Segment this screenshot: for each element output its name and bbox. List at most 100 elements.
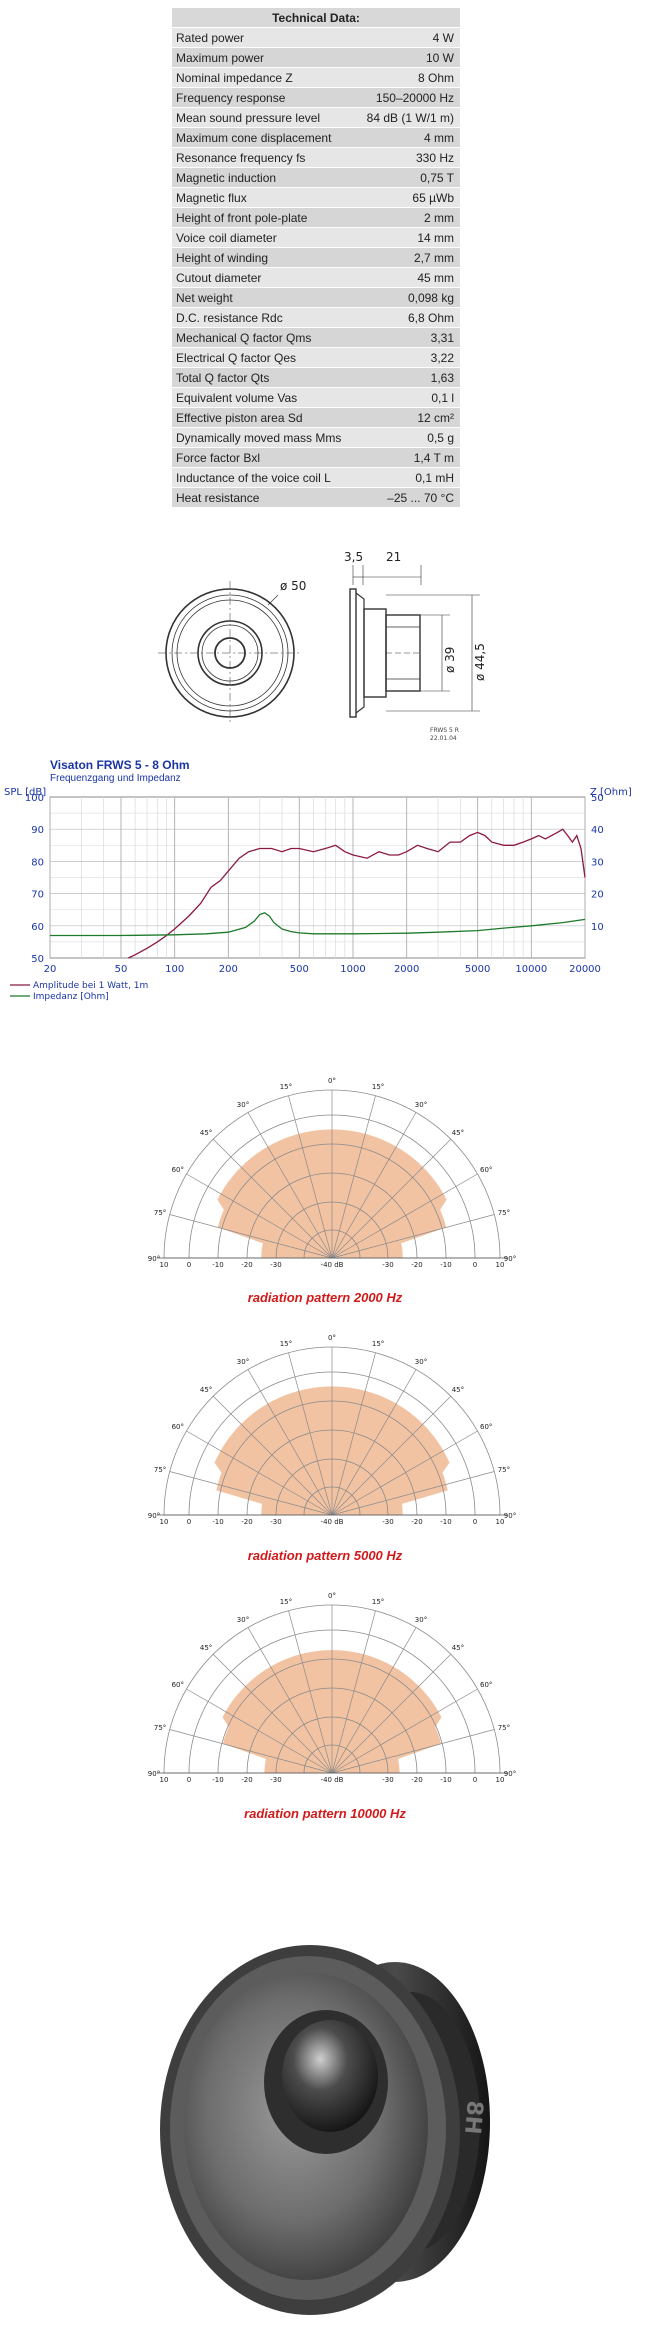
tech-row-value: 3,22 — [356, 347, 460, 368]
polar-angle-label: 75° — [154, 1724, 166, 1732]
polar-angle-label: 15° — [372, 1598, 384, 1606]
polar-spoke — [288, 1352, 333, 1516]
tech-row-value: 150–20000 Hz — [356, 87, 460, 108]
polar-angle-label: 60° — [172, 1166, 184, 1174]
x-tick-label: 2000 — [394, 964, 419, 975]
polar-spoke — [288, 1095, 333, 1259]
tech-row-label: Force factor Bxl — [172, 447, 357, 468]
tech-row-label: Rated power — [172, 27, 357, 48]
polar-angle-label: 90° — [504, 1255, 516, 1263]
polar-angle-label: 60° — [480, 1423, 492, 1431]
polar-spoke — [331, 1688, 478, 1774]
legend-label: Impedanz [Ohm] — [33, 992, 109, 1002]
dim-outer-label: ø 44,5 — [473, 643, 487, 681]
tech-row: Equivalent volume Vas 0,1 l — [172, 387, 460, 408]
polar-radial-label: -10 — [212, 1518, 223, 1525]
y-axis-label: SPL [dB] — [4, 787, 46, 798]
polar-radial-label: -20 — [411, 1776, 422, 1783]
polar-angle-label: 45° — [452, 1644, 464, 1652]
dimension-drawing: ø 50 3,5 21 ø 39 ø 44,5 FRWS 5 R 22.01.0… — [158, 550, 487, 742]
polar-angle-label: 60° — [172, 1681, 184, 1689]
polar-spoke — [212, 1138, 333, 1259]
y-tick-label: 70 — [31, 890, 44, 901]
front-view — [158, 581, 302, 725]
polar-radial-label: -20 — [411, 1518, 422, 1525]
tech-row-value: 12 cm² — [356, 407, 460, 428]
tech-row-label: Nominal impedance Z — [172, 67, 357, 88]
polar-radial-label: -30 — [270, 1261, 281, 1268]
tech-row: Cutout diameter 45 mm — [172, 267, 460, 288]
y2-tick-label: 20 — [591, 890, 604, 901]
tech-row-label: Inductance of the voice coil L — [172, 467, 357, 488]
tech-row-label: Net weight — [172, 287, 357, 308]
tech-row: Effective piston area Sd 12 cm² — [172, 407, 460, 428]
polar-angle-label: 30° — [237, 1101, 249, 1109]
tech-row-label: Maximum cone displacement — [172, 127, 357, 148]
polar-radial-label: 10 — [496, 1261, 505, 1268]
polar-radial-label: 0 — [473, 1261, 477, 1268]
polar-angle-label: 15° — [280, 1083, 292, 1091]
polar-radial-label: -10 — [212, 1261, 223, 1268]
polar-radial-label: -20 — [241, 1518, 252, 1525]
polar-radial-label: -30 — [270, 1518, 281, 1525]
polar-spoke — [186, 1688, 333, 1774]
polar-radial-label: -40 dB — [321, 1776, 344, 1783]
polar-spoke — [331, 1352, 376, 1516]
polar-angle-label: 90° — [504, 1770, 516, 1778]
polar-angle-label: 30° — [237, 1616, 249, 1624]
tech-row-value: 84 dB (1 W/1 m) — [356, 107, 460, 128]
polar-radial-label: 0 — [187, 1776, 191, 1783]
polar-spoke — [169, 1729, 333, 1774]
y-tick-label: 90 — [31, 825, 44, 836]
polar-spoke — [331, 1653, 452, 1774]
x-tick-label: 10000 — [515, 964, 547, 975]
polar-angle-label: 45° — [200, 1129, 212, 1137]
x-tick-label: 100 — [165, 964, 184, 975]
tech-row-value: 330 Hz — [356, 147, 460, 168]
dim-diameter-label: ø 50 — [280, 579, 306, 593]
x-tick-label: 50 — [115, 964, 128, 975]
polar-radial-label: -30 — [382, 1776, 393, 1783]
polar-spoke — [169, 1471, 333, 1516]
chart-title: Visaton FRWS 5 - 8 Ohm — [50, 758, 190, 772]
polar-radial-label: -20 — [411, 1261, 422, 1268]
polar-angle-label: 0° — [328, 1334, 336, 1342]
polar-spoke — [331, 1627, 417, 1774]
polar-caption-2000hz: radiation pattern 2000 Hz — [247, 1290, 403, 1305]
tech-row-value: 4 W — [356, 27, 460, 48]
polar-angle-label: 90° — [148, 1255, 160, 1263]
tech-row-label: Effective piston area Sd — [172, 407, 357, 428]
tech-row-label: Cutout diameter — [172, 267, 357, 288]
dim-depth-b-label: 21 — [386, 550, 401, 564]
tech-row-value: 2 mm — [356, 207, 460, 228]
polar-angle-label: 45° — [452, 1129, 464, 1137]
tech-row-value: 14 mm — [356, 227, 460, 248]
tech-row: Total Q factor Qts 1,63 — [172, 367, 460, 388]
tech-row: Inductance of the voice coil L 0,1 mH — [172, 467, 460, 488]
polar-radial-label: -30 — [382, 1518, 393, 1525]
polar-caption-5000hz: radiation pattern 5000 Hz — [247, 1548, 403, 1563]
polar-angle-label: 30° — [415, 1616, 427, 1624]
polar-spoke — [212, 1653, 333, 1774]
polar-spoke — [331, 1173, 478, 1259]
technical-data-body: Rated power 4 W Maximum power 10 W Nominal i… — [172, 27, 460, 507]
polar-angle-label: 45° — [452, 1386, 464, 1394]
x-tick-label: 20 — [44, 964, 57, 975]
polar-angle-label: 0° — [328, 1077, 336, 1085]
tech-row-value: 3,31 — [356, 327, 460, 348]
tech-row-label: Mean sound pressure level — [172, 107, 357, 128]
polar-radial-label: 0 — [187, 1518, 191, 1525]
polar-radial-label: 0 — [187, 1261, 191, 1268]
polar-radial-label: 10 — [496, 1776, 505, 1783]
polar-angle-label: 15° — [372, 1340, 384, 1348]
polar-spoke — [186, 1173, 333, 1259]
y2-tick-label: 10 — [591, 922, 604, 933]
y-tick-label: 80 — [31, 857, 44, 868]
tech-row-value: 1,4 T m — [356, 447, 460, 468]
tech-row: D.C. resistance Rdc 6,8 Ohm — [172, 307, 460, 328]
y-tick-label: 50 — [31, 954, 44, 965]
tech-row: Electrical Q factor Qes 3,22 — [172, 347, 460, 368]
tech-row: Force factor Bxl 1,4 T m — [172, 447, 460, 468]
polar-plot-2000hz: 0°15° 15°30° 30°45° 45°60° 60°75° 75°90° 90°10… — [148, 1077, 516, 1268]
